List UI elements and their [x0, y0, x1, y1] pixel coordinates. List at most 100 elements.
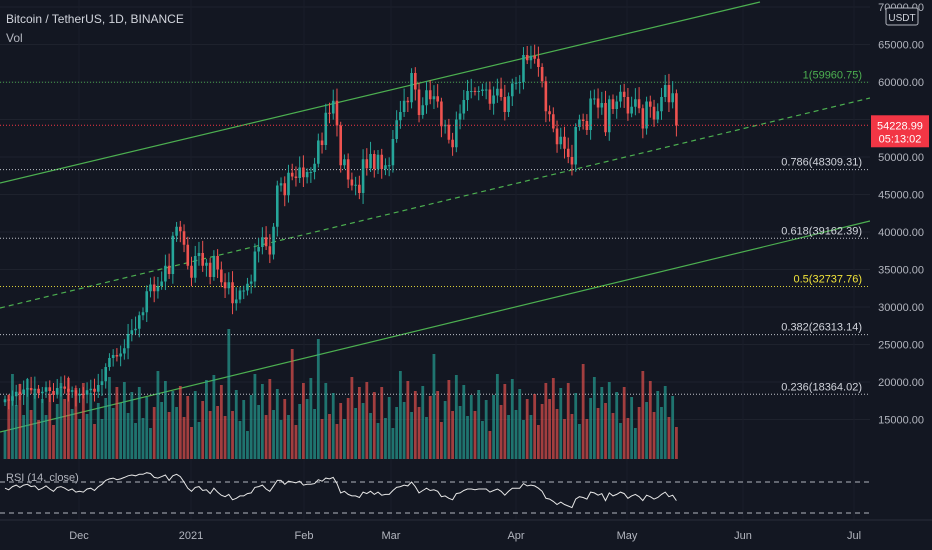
candlesticks[interactable]: [3, 44, 678, 410]
volume-bar: [548, 399, 551, 459]
volume-bar: [492, 395, 496, 459]
candle-body: [645, 101, 648, 129]
candle-body: [298, 167, 301, 178]
candle-body: [89, 388, 93, 391]
volume-bar: [122, 382, 126, 459]
volume-bar: [592, 377, 596, 459]
volume-bar: [309, 378, 313, 459]
candle-body: [313, 163, 316, 172]
volume-bar: [268, 379, 272, 459]
volume-bar: [413, 391, 417, 459]
volume-bar: [551, 378, 555, 459]
volume-bar: [115, 387, 119, 459]
volume-bar: [29, 410, 33, 459]
candle-body: [227, 282, 231, 289]
candle-body: [596, 98, 600, 108]
symbol-title[interactable]: Bitcoin / TetherUS, 1D, BINANCE: [6, 12, 184, 26]
candle-body: [234, 299, 238, 304]
candle-body: [652, 106, 656, 120]
price-axis-tick: 30000.00: [878, 302, 924, 314]
candle-body: [641, 108, 645, 129]
candle-body: [331, 100, 335, 114]
candle-body: [7, 399, 11, 401]
candle-body: [104, 367, 108, 382]
time-axis-label: Jul: [847, 530, 861, 542]
candle-body: [141, 312, 145, 316]
candle-body: [634, 99, 637, 107]
volume-bar: [302, 383, 305, 459]
volume-bar: [398, 371, 402, 459]
candle-body: [279, 183, 283, 186]
volume-bar: [570, 414, 574, 459]
volume-bar: [40, 399, 44, 459]
volume-bar: [37, 420, 40, 459]
candle-body: [67, 388, 70, 392]
volume-label[interactable]: Vol: [6, 31, 23, 45]
volume-bar: [499, 405, 503, 459]
channel-lower: [0, 220, 871, 433]
volume-bar: [111, 408, 115, 459]
candle-body: [440, 101, 443, 127]
volume-bar: [219, 385, 223, 459]
candle-body: [145, 291, 149, 313]
volume-bar: [298, 404, 302, 459]
candle-body: [402, 100, 406, 112]
candle-body: [156, 286, 160, 292]
candle-body: [208, 262, 212, 277]
fib-level-label: 0.786(48309.31): [781, 157, 862, 169]
candle-body: [384, 165, 387, 169]
candle-body: [290, 172, 294, 177]
candle-body: [275, 185, 279, 227]
candle-body: [607, 99, 611, 133]
volume-bar: [343, 419, 346, 459]
candle-body: [522, 55, 525, 82]
volume-bar: [395, 407, 399, 459]
volume-bar: [346, 398, 350, 459]
volume-bar: [137, 387, 141, 459]
candle-body: [212, 256, 216, 277]
volume-bar: [335, 424, 339, 459]
volume-bar: [81, 383, 85, 459]
volume-bar: [234, 390, 238, 459]
candle-body: [179, 226, 182, 232]
price-axis[interactable]: 70000.0065000.0060000.0055000.0050000.00…: [870, 0, 932, 520]
volume-bar: [462, 385, 466, 459]
candle-body: [268, 246, 272, 255]
candle-body: [492, 95, 495, 104]
volume-bar: [622, 387, 626, 459]
volume-bar: [320, 419, 324, 459]
volume-bar: [104, 398, 108, 459]
candle-body: [656, 111, 660, 120]
candle-body: [660, 97, 663, 112]
candle-body: [469, 91, 473, 92]
candle-body: [272, 226, 275, 255]
candle-body: [477, 91, 481, 92]
candle-body: [663, 85, 667, 97]
volume-bar: [242, 400, 246, 459]
last-price-countdown: 05:13:02: [879, 133, 922, 145]
time-axis[interactable]: Dec 2021 Feb Mar Apr May Jun Jul: [0, 519, 932, 542]
candle-body: [253, 251, 257, 282]
volume-bar: [402, 402, 406, 459]
candle-body: [458, 113, 462, 120]
candle-body: [619, 91, 622, 102]
candle-body: [552, 114, 555, 129]
volume-bar: [421, 386, 425, 459]
volume-bar: [331, 393, 335, 459]
candle-body: [14, 391, 18, 397]
candle-body: [581, 119, 585, 121]
candle-body: [152, 284, 156, 292]
candle-body: [525, 55, 529, 61]
volume-bar: [671, 396, 675, 459]
time-axis-label: Jun: [734, 530, 752, 542]
volume-bar: [63, 399, 67, 459]
volume-bar: [425, 417, 428, 459]
volume-bar: [372, 392, 376, 459]
candle-body: [82, 394, 85, 395]
candle-body: [182, 231, 186, 245]
volume-bar: [458, 406, 462, 459]
candle-body: [361, 159, 365, 193]
volume-bar: [376, 423, 380, 459]
candle-body: [339, 125, 342, 166]
